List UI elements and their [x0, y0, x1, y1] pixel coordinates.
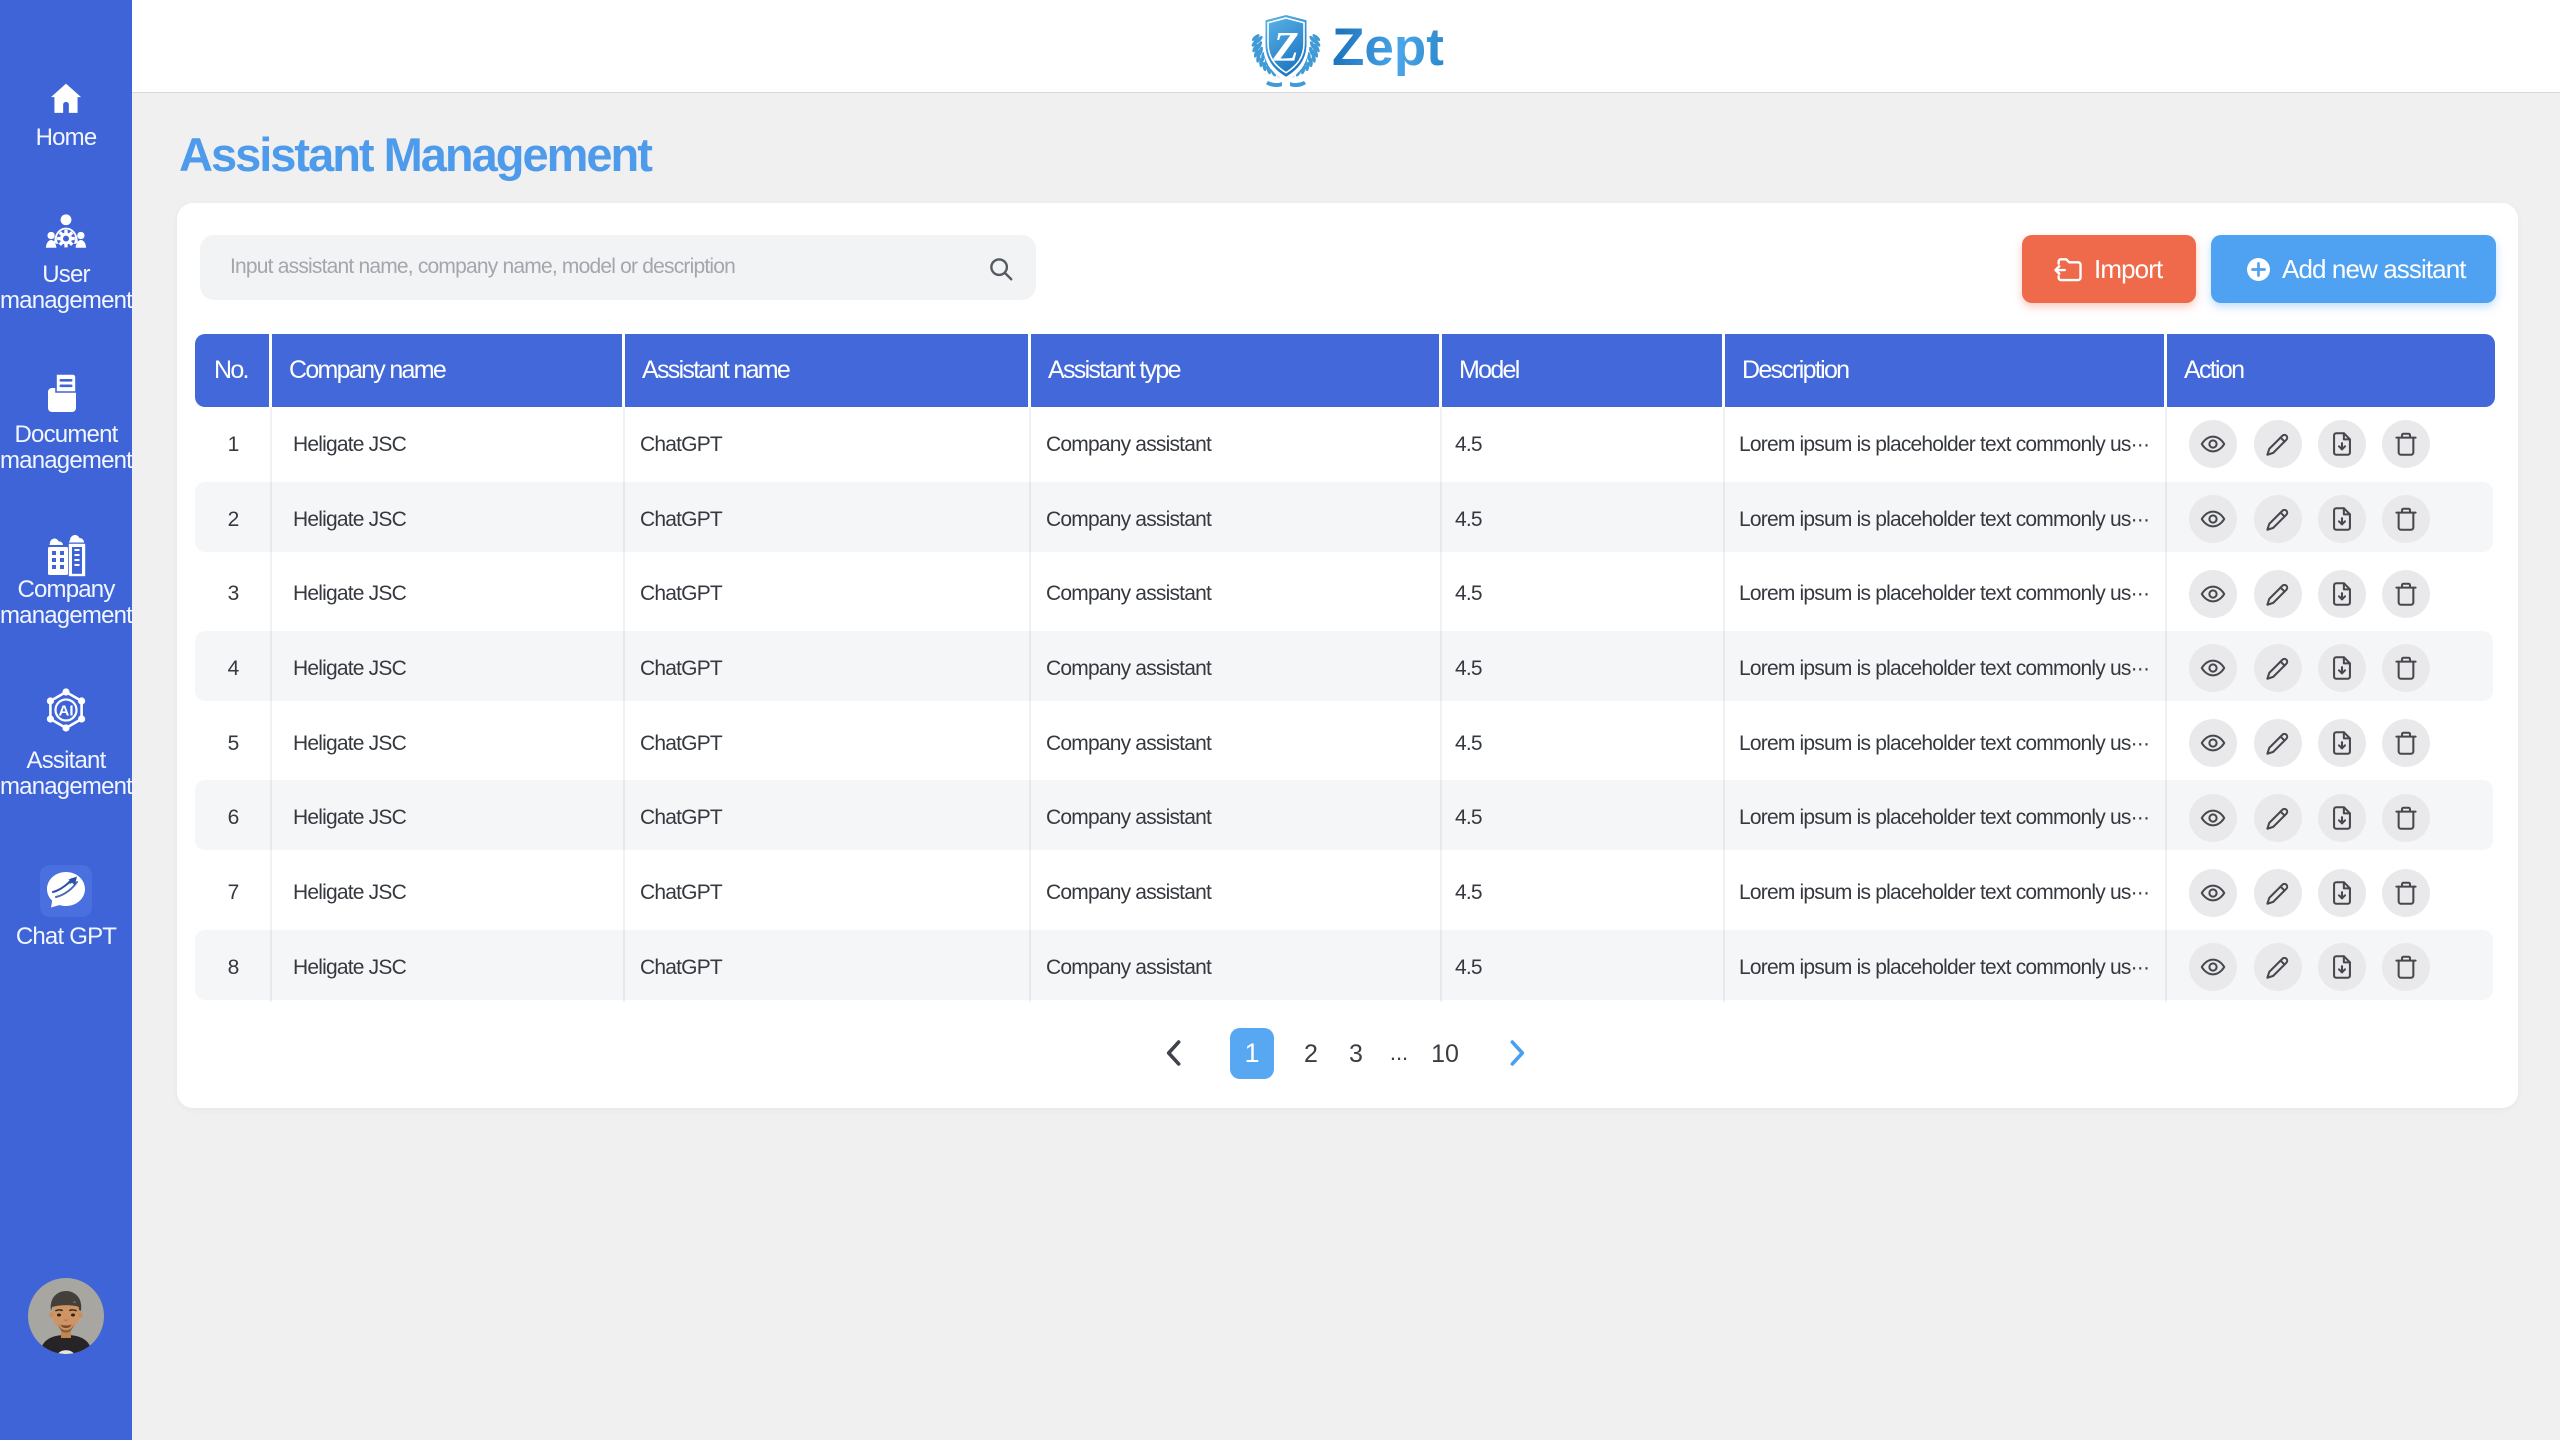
svg-text:AI: AI — [59, 703, 74, 720]
svg-text:Z: Z — [1272, 25, 1299, 71]
